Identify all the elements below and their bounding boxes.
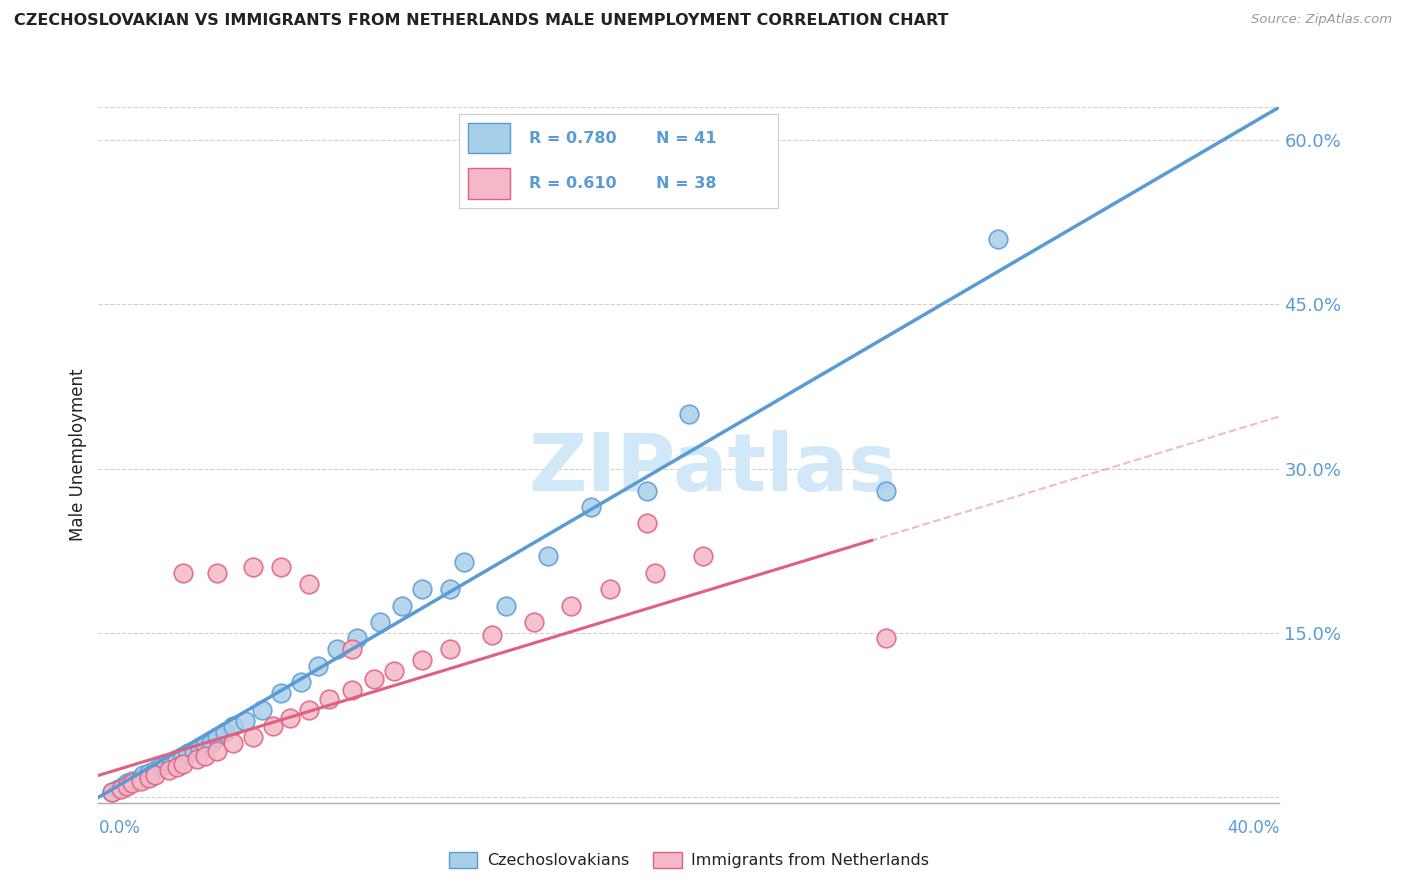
Text: 40.0%: 40.0% [1227,819,1279,837]
Point [101,785,124,799]
Point [149,759,172,773]
Y-axis label: Male Unemployment: Male Unemployment [69,368,87,541]
Point [290,675,312,690]
Point [143,768,166,782]
Point [537,549,560,564]
Point [138,766,160,780]
Point [157,763,180,777]
Point [278,711,301,725]
Point [270,560,292,574]
Point [186,752,208,766]
Point [579,500,602,514]
Point [222,719,245,733]
Point [262,719,284,733]
Point [439,642,461,657]
Point [599,582,621,596]
Point [644,566,666,580]
Point [177,747,200,761]
Point [183,744,205,758]
Point [172,748,194,763]
Point [129,771,152,785]
Text: Source: ZipAtlas.com: Source: ZipAtlas.com [1251,13,1392,27]
Point [439,582,461,596]
Point [205,744,228,758]
Point [200,735,222,749]
Point [495,599,517,613]
Point [692,549,714,564]
Point [121,776,143,790]
Point [523,615,546,629]
Point [875,483,897,498]
Point [875,632,897,646]
Point [242,730,264,744]
Point [233,714,256,728]
Point [121,773,143,788]
Point [166,752,188,766]
Point [214,724,236,739]
Point [678,407,700,421]
Point [115,776,138,790]
Point [242,560,264,574]
Point [138,771,160,785]
Text: CZECHOSLOVAKIAN VS IMMIGRANTS FROM NETHERLANDS MALE UNEMPLOYMENT CORRELATION CHA: CZECHOSLOVAKIAN VS IMMIGRANTS FROM NETHE… [14,13,949,29]
Point [222,735,245,749]
Point [188,741,211,756]
Point [250,703,273,717]
Point [363,672,385,686]
Point [129,773,152,788]
Point [298,703,321,717]
Point [160,756,183,770]
Point [636,516,658,531]
Point [326,642,349,657]
Point [560,599,582,613]
Point [194,748,217,763]
Point [340,682,363,697]
Text: 0.0%: 0.0% [98,819,141,837]
Point [318,691,340,706]
Point [101,785,124,799]
Text: ZIPatlas: ZIPatlas [529,430,897,508]
Point [166,759,188,773]
Point [368,615,391,629]
Point [155,757,177,772]
Point [172,566,194,580]
Point [391,599,413,613]
Point [143,763,166,777]
Point [270,686,292,700]
Point [132,768,155,782]
Point [110,781,132,796]
Point [205,730,228,744]
Point [636,483,658,498]
Point [411,582,433,596]
Point [346,632,368,646]
Point [340,642,363,657]
Point [453,555,475,569]
Point [411,653,433,667]
Point [307,658,329,673]
Point [115,780,138,794]
Point [172,757,194,772]
Point [205,566,228,580]
Point [194,738,217,752]
Point [382,665,405,679]
Point [298,576,321,591]
Point [107,781,129,796]
Point [481,628,503,642]
Legend: Czechoslovakians, Immigrants from Netherlands: Czechoslovakians, Immigrants from Nether… [441,846,936,875]
Point [112,780,135,794]
Point [987,231,1010,245]
